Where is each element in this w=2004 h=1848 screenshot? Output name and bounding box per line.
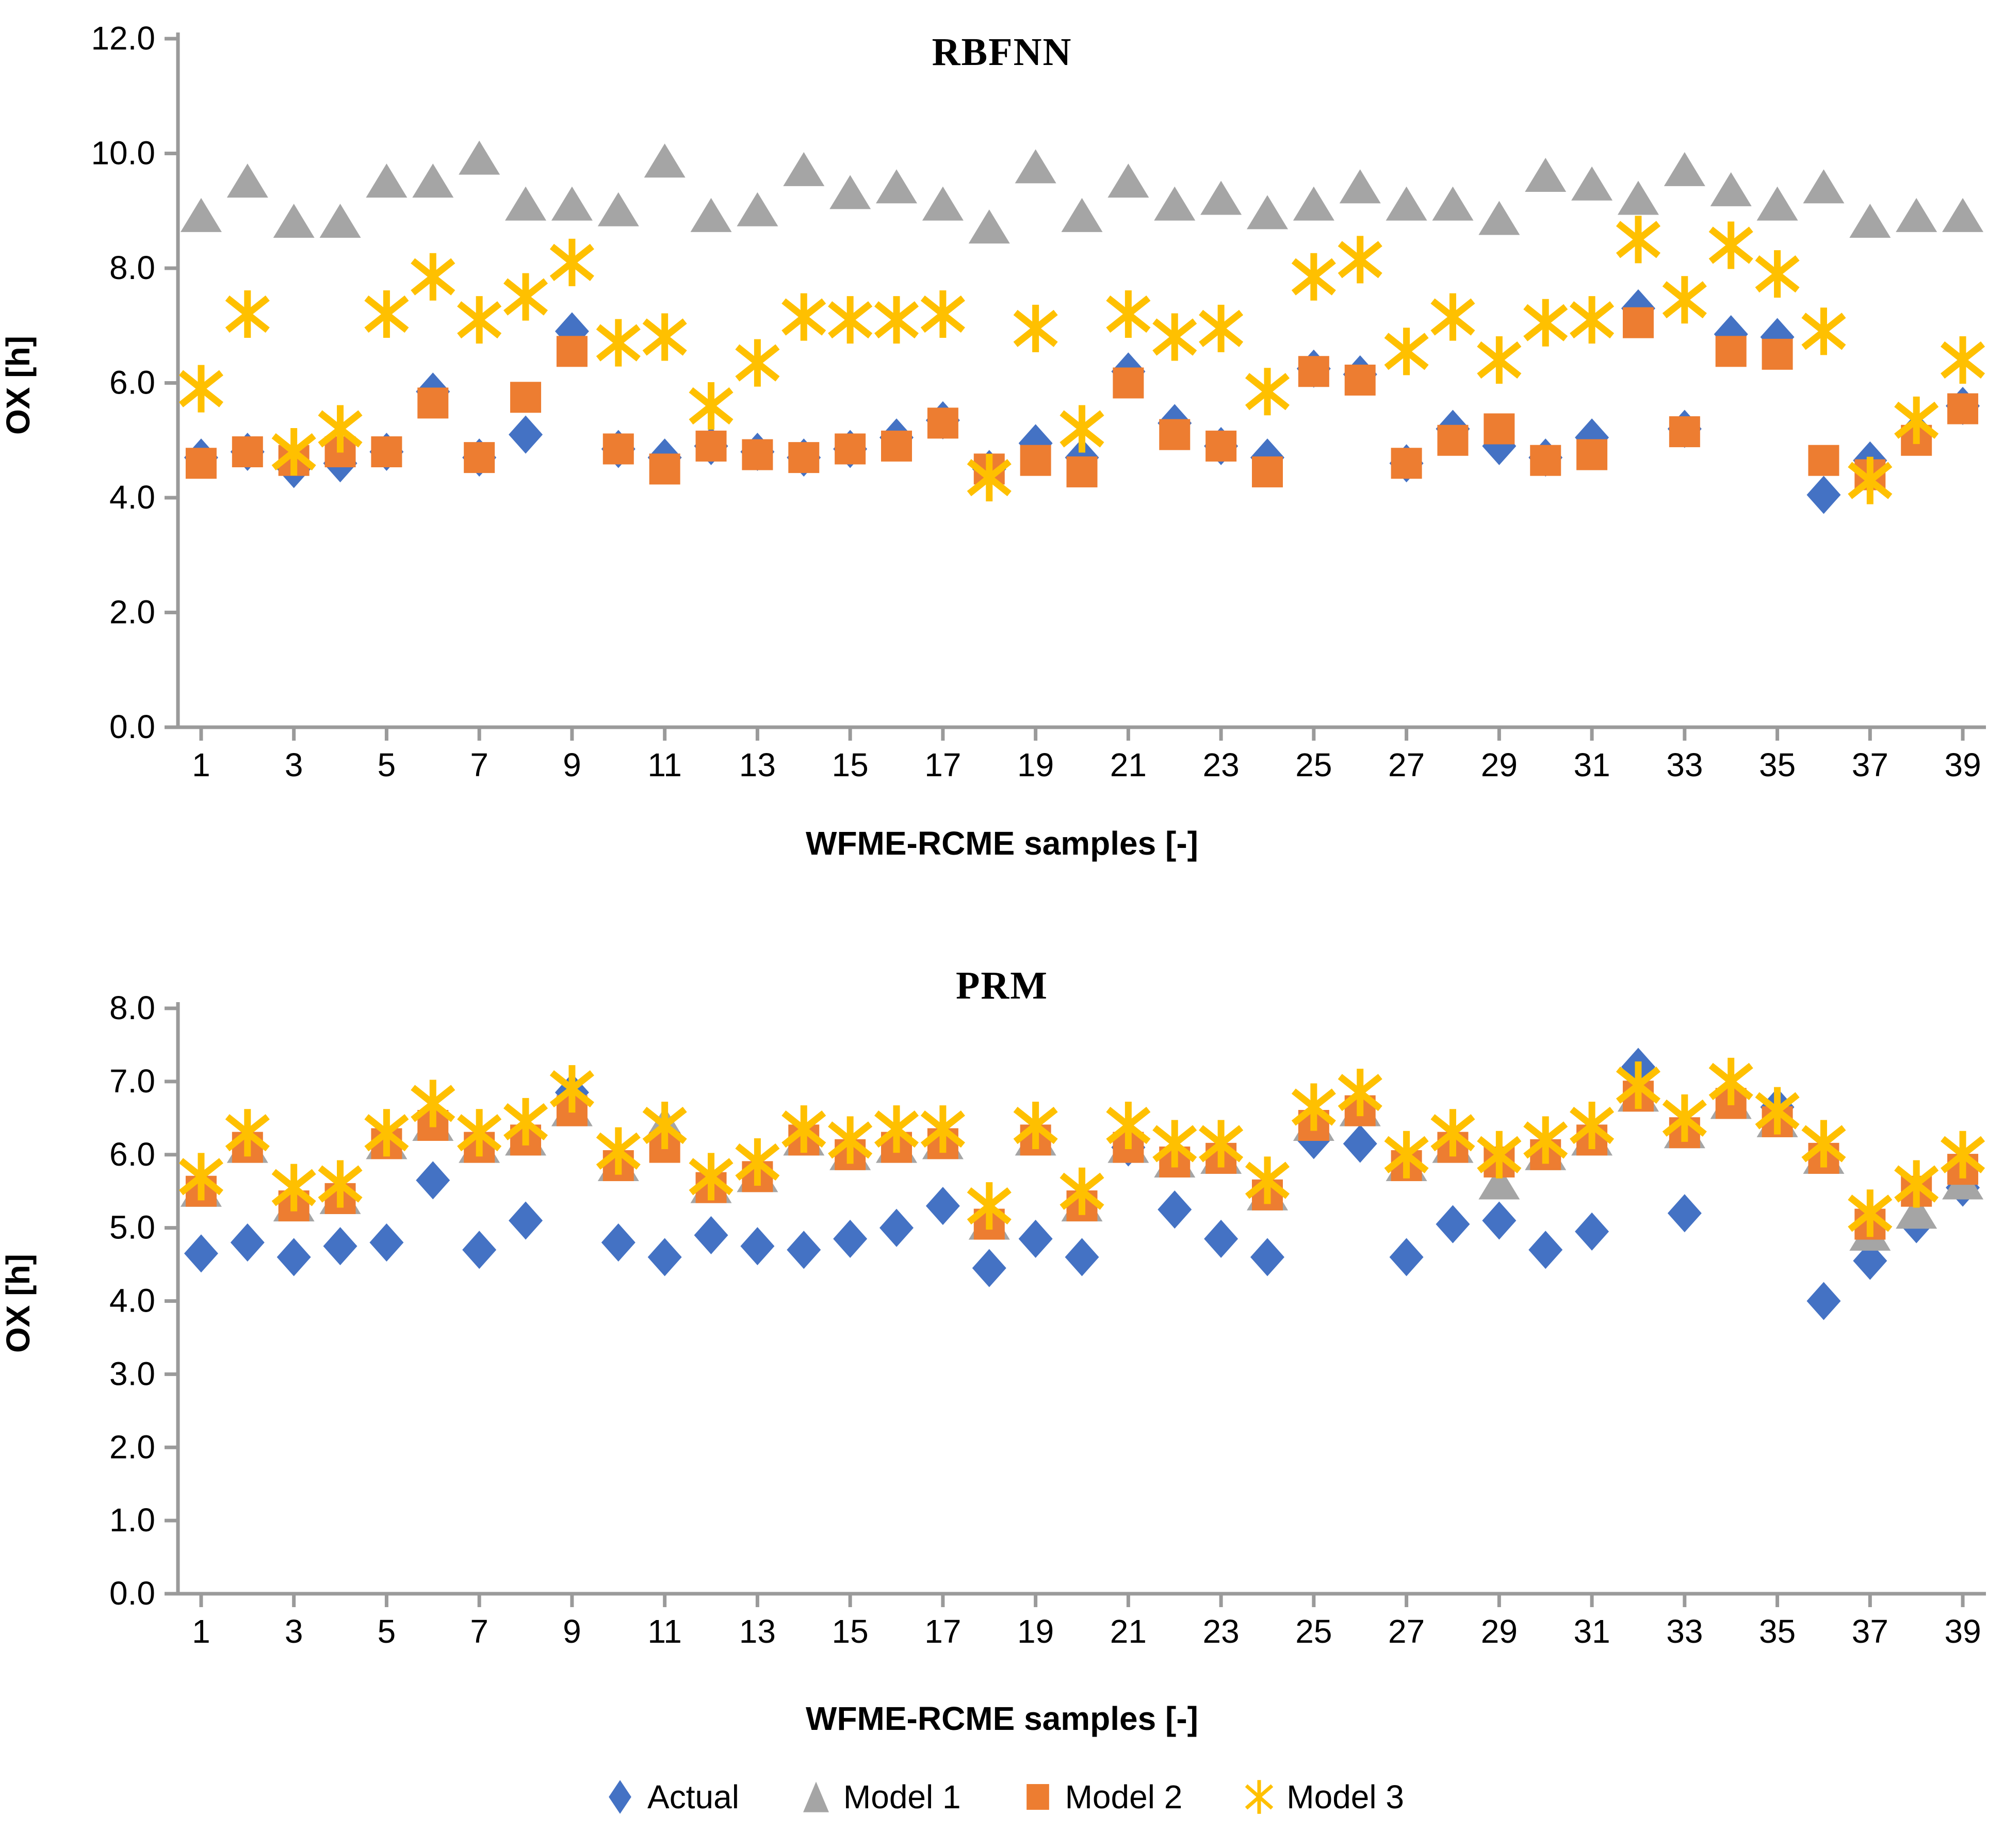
svg-text:25: 25 xyxy=(1295,1613,1332,1650)
svg-text:3: 3 xyxy=(285,1613,303,1650)
svg-text:31: 31 xyxy=(1573,1613,1610,1650)
chart-title-prm: PRM xyxy=(955,964,1049,1007)
svg-text:37: 37 xyxy=(1852,746,1888,783)
svg-text:5: 5 xyxy=(378,1613,396,1650)
svg-text:7: 7 xyxy=(470,746,488,783)
legend-item-model1: Model 1 xyxy=(796,1777,961,1817)
svg-text:27: 27 xyxy=(1388,1613,1425,1650)
svg-text:27: 27 xyxy=(1388,746,1425,783)
svg-text:33: 33 xyxy=(1666,746,1703,783)
svg-text:5.0: 5.0 xyxy=(109,1209,155,1246)
svg-text:1: 1 xyxy=(192,746,210,783)
svg-text:6.0: 6.0 xyxy=(109,1136,155,1173)
chart-title-rbfnn: RBFNN xyxy=(932,30,1072,74)
svg-text:10.0: 10.0 xyxy=(91,135,155,172)
legend-label-model3: Model 3 xyxy=(1286,1778,1404,1816)
svg-text:4.0: 4.0 xyxy=(109,479,155,516)
svg-text:1: 1 xyxy=(192,1613,210,1650)
rbfnn-plot: 0.02.04.06.08.010.012.01 3 5 7 9 11 13 15 17 19 21… xyxy=(91,20,1986,783)
svg-text:8.0: 8.0 xyxy=(109,249,155,286)
svg-text:2.0: 2.0 xyxy=(109,1428,155,1465)
svg-text:21: 21 xyxy=(1110,1613,1147,1650)
svg-text:13: 13 xyxy=(739,1613,776,1650)
legend-label-model1: Model 1 xyxy=(843,1778,961,1816)
svg-text:3: 3 xyxy=(285,746,303,783)
svg-text:11: 11 xyxy=(647,1613,681,1650)
legend-item-actual: Actual xyxy=(600,1777,739,1817)
svg-text:0.0: 0.0 xyxy=(109,708,155,745)
svg-text:35: 35 xyxy=(1759,746,1796,783)
svg-text:33: 33 xyxy=(1666,1613,1703,1650)
prm-plot: 0.01.02.03.04.05.06.07.08.01 3 5 7 9 11 13 15 17… xyxy=(109,989,1986,1650)
svg-text:1.0: 1.0 xyxy=(109,1501,155,1539)
x-axis-title-bottom: WFME-RCME samples [-] xyxy=(806,1700,1198,1737)
svg-text:23: 23 xyxy=(1203,746,1240,783)
svg-text:23: 23 xyxy=(1203,1613,1240,1650)
svg-text:5: 5 xyxy=(378,746,396,783)
svg-text:13: 13 xyxy=(739,746,776,783)
star-icon xyxy=(1239,1777,1279,1817)
svg-text:15: 15 xyxy=(832,746,869,783)
svg-text:6.0: 6.0 xyxy=(109,364,155,401)
svg-text:9: 9 xyxy=(563,1613,581,1650)
svg-text:17: 17 xyxy=(924,1613,961,1650)
legend: Actual Model 1 Model 2 Model 3 xyxy=(0,1777,2004,1817)
svg-text:8.0: 8.0 xyxy=(109,989,155,1026)
legend-label-actual: Actual xyxy=(647,1778,739,1816)
svg-text:11: 11 xyxy=(647,746,681,783)
svg-text:12.0: 12.0 xyxy=(91,20,155,57)
svg-text:15: 15 xyxy=(832,1613,869,1650)
svg-text:19: 19 xyxy=(1017,1613,1054,1650)
svg-text:9: 9 xyxy=(563,746,581,783)
svg-text:29: 29 xyxy=(1481,1613,1518,1650)
x-axis-title-top: WFME-RCME samples [-] xyxy=(806,825,1198,862)
legend-item-model2: Model 2 xyxy=(1018,1777,1183,1817)
svg-text:7.0: 7.0 xyxy=(109,1062,155,1100)
svg-text:21: 21 xyxy=(1110,746,1147,783)
svg-text:3.0: 3.0 xyxy=(109,1355,155,1392)
svg-text:4.0: 4.0 xyxy=(109,1282,155,1319)
square-icon xyxy=(1018,1777,1058,1817)
svg-text:39: 39 xyxy=(1944,1613,1981,1650)
svg-text:0.0: 0.0 xyxy=(109,1575,155,1612)
svg-text:35: 35 xyxy=(1759,1613,1796,1650)
svg-text:37: 37 xyxy=(1852,1613,1888,1650)
svg-text:39: 39 xyxy=(1944,746,1981,783)
svg-text:25: 25 xyxy=(1295,746,1332,783)
diamond-icon xyxy=(600,1777,640,1817)
svg-text:17: 17 xyxy=(924,746,961,783)
svg-text:29: 29 xyxy=(1481,746,1518,783)
triangle-icon xyxy=(796,1777,836,1817)
legend-label-model2: Model 2 xyxy=(1065,1778,1183,1816)
svg-text:19: 19 xyxy=(1017,746,1054,783)
legend-item-model3: Model 3 xyxy=(1239,1777,1404,1817)
svg-text:2.0: 2.0 xyxy=(109,594,155,631)
svg-text:31: 31 xyxy=(1573,746,1610,783)
svg-text:7: 7 xyxy=(470,1613,488,1650)
